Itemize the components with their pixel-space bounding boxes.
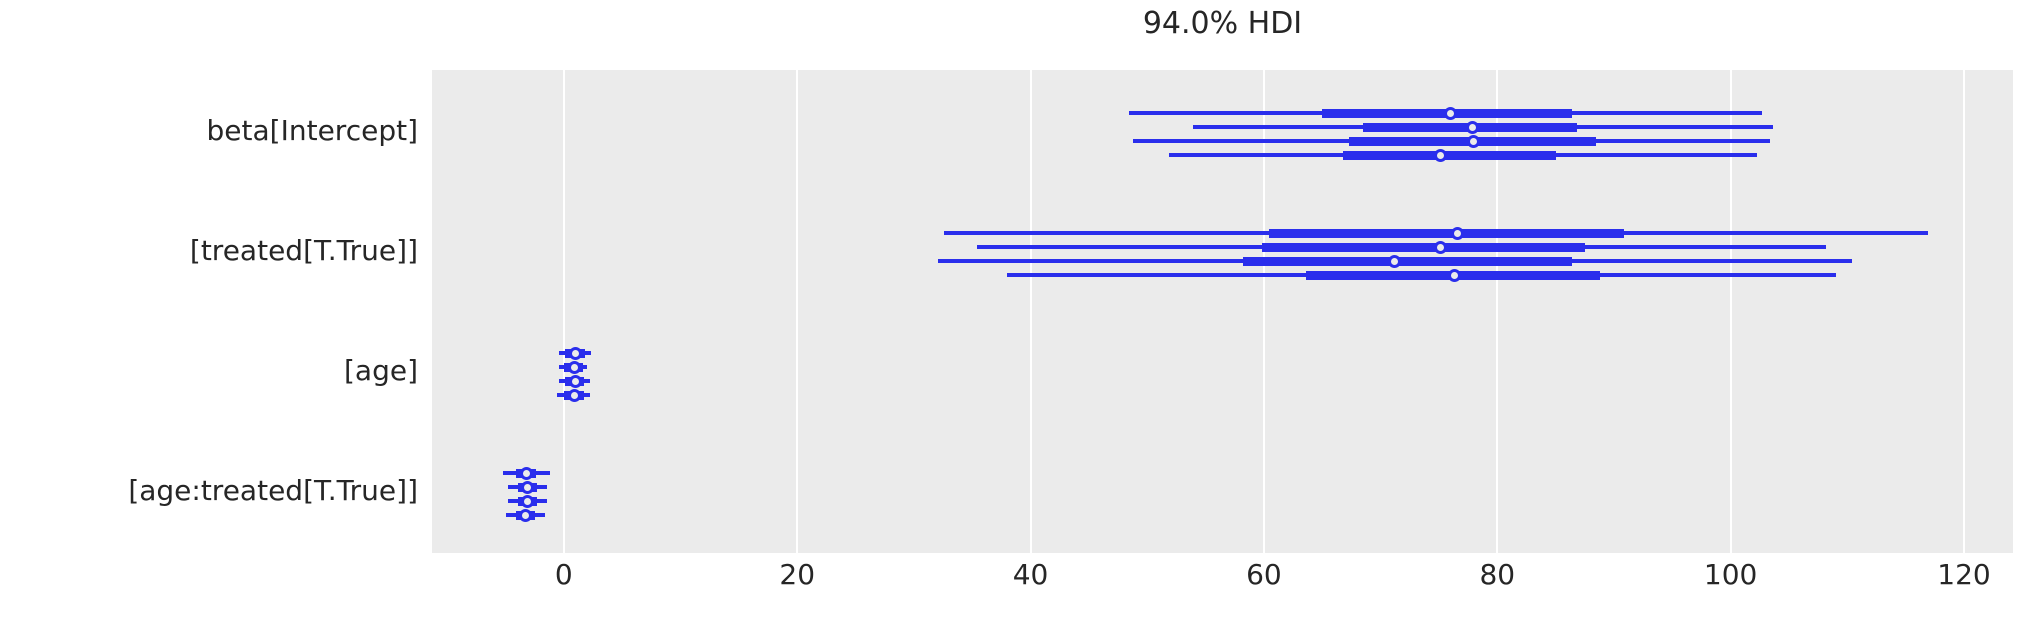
gridline xyxy=(1496,70,1499,553)
median-point-marker xyxy=(569,374,582,388)
median-point-marker xyxy=(1433,240,1447,254)
median-point-marker xyxy=(520,466,533,480)
hdi-quartile-bar xyxy=(1242,256,1572,266)
x-tick-label: 60 xyxy=(1246,558,1282,591)
median-point-marker xyxy=(567,360,581,374)
median-point-marker xyxy=(569,346,582,360)
chart-title: 94.0% HDI xyxy=(1142,6,1303,41)
median-point-marker xyxy=(521,494,535,508)
median-point-marker xyxy=(1447,268,1461,282)
gridline xyxy=(562,70,565,553)
x-tick-label: 20 xyxy=(779,558,816,591)
hdi-quartile-bar xyxy=(1343,150,1556,160)
x-tick-label: 40 xyxy=(1012,558,1049,591)
median-point-marker xyxy=(518,508,532,522)
y-tick-label: [age] xyxy=(343,354,418,387)
x-tick-label: 120 xyxy=(1937,558,1991,591)
median-point-marker xyxy=(1444,106,1458,120)
median-point-marker xyxy=(567,388,581,402)
gridline xyxy=(1729,70,1732,553)
x-tick-label: 100 xyxy=(1703,558,1758,591)
median-point-marker xyxy=(521,480,535,494)
gridline xyxy=(1029,70,1032,553)
x-tick-label: 80 xyxy=(1479,558,1516,591)
median-point-marker xyxy=(1388,254,1402,268)
y-tick-label: [treated[T.True]] xyxy=(189,234,418,267)
median-point-marker xyxy=(1467,134,1481,148)
median-point-marker xyxy=(1451,226,1465,240)
y-tick-label: [age:treated[T.True]] xyxy=(128,474,418,507)
gridline xyxy=(1962,70,1965,553)
plot-area xyxy=(432,70,2013,553)
gridline xyxy=(1262,70,1265,553)
hdi-quartile-bar xyxy=(1261,242,1585,252)
hdi-quartile-bar xyxy=(1268,228,1625,238)
gridline xyxy=(796,70,799,553)
median-point-marker xyxy=(1433,148,1447,162)
y-tick-label: beta[Intercept] xyxy=(206,114,418,147)
median-point-marker xyxy=(1466,120,1480,134)
x-tick-label: 0 xyxy=(554,558,573,591)
